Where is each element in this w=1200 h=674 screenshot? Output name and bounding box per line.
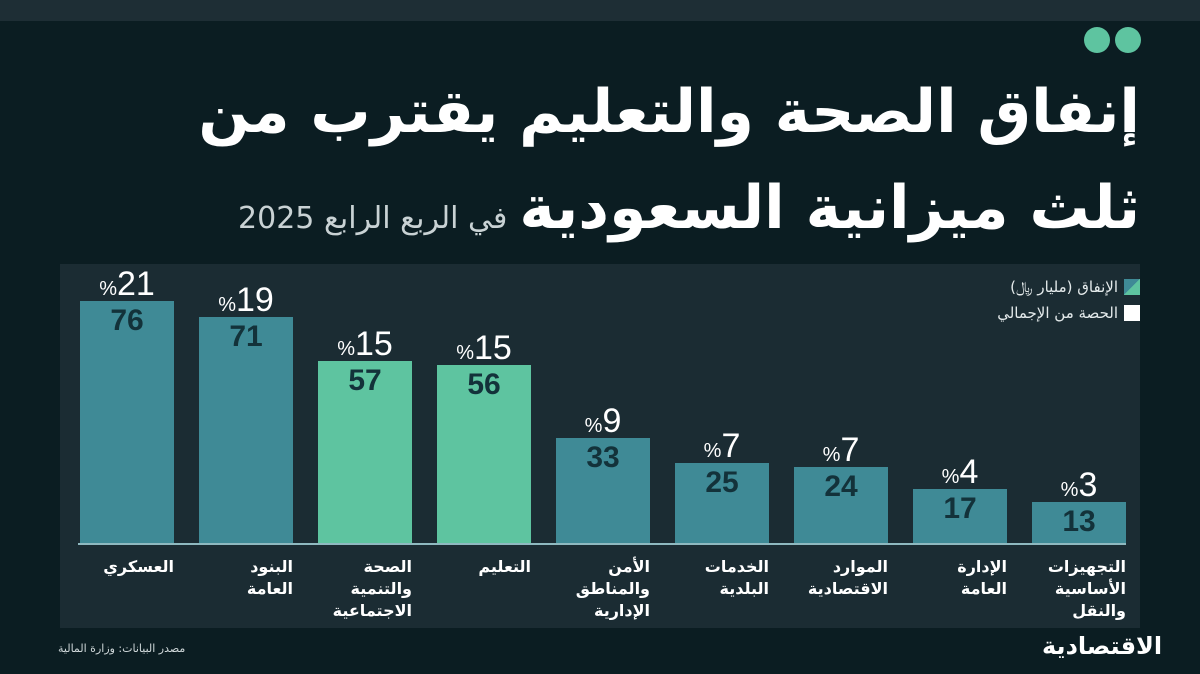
- bar-value: 71: [229, 320, 263, 353]
- bar-value: 57: [348, 364, 382, 397]
- bar: 24: [794, 467, 888, 543]
- title-line-2-text: ثلث ميزانية السعودية: [519, 173, 1141, 243]
- legend-label-share: الحصة من الإجمالي: [997, 304, 1118, 322]
- chart-baseline: [78, 543, 1126, 545]
- percent-value: 21: [116, 265, 155, 303]
- bar-value: 25: [705, 466, 739, 499]
- accent-dots: [1084, 27, 1141, 53]
- percent-value: 7: [840, 431, 860, 469]
- percent-sign: %: [822, 444, 841, 466]
- percent-sign: %: [703, 440, 722, 462]
- percent-sign: %: [218, 294, 236, 316]
- legend-item-share: الحصة من الإجمالي: [997, 300, 1140, 326]
- percent-sign: %: [584, 415, 603, 437]
- bar: 56: [437, 365, 531, 543]
- bar: 57: [318, 361, 412, 543]
- bar: 17: [913, 489, 1007, 543]
- category-label: العسكري: [103, 557, 174, 576]
- category-label: الموارد الاقتصادية: [807, 557, 888, 598]
- bar-percentage: %15: [437, 331, 531, 372]
- category-label: الإدارة العامة: [957, 557, 1007, 598]
- accent-dot-icon: [1115, 27, 1141, 53]
- percent-sign: %: [337, 338, 355, 360]
- percent-value: 4: [959, 453, 979, 491]
- category-label: الخدمات البلدية: [704, 557, 769, 598]
- bar: 13: [1032, 502, 1126, 543]
- percent-sign: %: [1060, 479, 1079, 501]
- category-label: البنود العامة: [246, 557, 293, 598]
- title-line-1: إنفاق الصحة والتعليم يقترب من: [198, 77, 1141, 147]
- top-strip: [0, 0, 1200, 21]
- percent-value: 19: [235, 281, 274, 319]
- percent-value: 7: [721, 427, 741, 465]
- category-label: التعليم: [478, 557, 531, 576]
- brand-logo: الاقتصادية: [1042, 632, 1163, 660]
- percent-value: 15: [354, 325, 393, 363]
- bar-value: 13: [1062, 505, 1096, 538]
- bar-percentage: %15: [318, 327, 412, 368]
- percent-value: 9: [602, 402, 622, 440]
- bar: 33: [556, 438, 650, 543]
- bar-percentage: %4: [913, 455, 1007, 496]
- subtitle: في الربع الرابع 2025: [238, 201, 508, 236]
- accent-dot-icon: [1084, 27, 1110, 53]
- category-label: الأمن والمناطق الإدارية: [575, 557, 650, 620]
- bar: 76: [80, 301, 174, 543]
- percent-sign: %: [941, 466, 960, 488]
- legend-label-spending: الإنفاق (مليار ﷼): [1010, 278, 1118, 296]
- bar-value: 17: [943, 492, 977, 525]
- percent-sign: %: [99, 278, 117, 300]
- legend-swatch-icon: [1124, 305, 1140, 321]
- bar-percentage: %7: [794, 433, 888, 474]
- title-line-2: ثلث ميزانية السعودية في الربع الرابع 2025: [40, 168, 1141, 259]
- percent-value: 3: [1078, 466, 1098, 504]
- category-label: الصحة والتنمية الاجتماعية: [332, 557, 412, 620]
- percent-value: 15: [473, 329, 512, 367]
- bar-percentage: %21: [80, 267, 174, 308]
- bar-percentage: %7: [675, 429, 769, 470]
- bar: 71: [199, 317, 293, 543]
- bar-value: 33: [586, 441, 620, 474]
- percent-sign: %: [456, 342, 474, 364]
- bar-value: 56: [467, 368, 501, 401]
- legend-swatch-icon: [1124, 279, 1140, 295]
- data-source: مصدر البيانات: وزارة المالية: [58, 642, 186, 655]
- bar-percentage: %3: [1032, 468, 1126, 509]
- bar-value: 76: [110, 304, 144, 337]
- bar-percentage: %9: [556, 404, 650, 445]
- bar-percentage: %19: [199, 283, 293, 324]
- legend-item-spending: الإنفاق (مليار ﷼): [997, 274, 1140, 300]
- category-label: التجهيزات الأساسية والنقل: [1047, 557, 1126, 620]
- chart-legend: الإنفاق (مليار ﷼) الحصة من الإجمالي: [997, 274, 1140, 326]
- bar: 25: [675, 463, 769, 543]
- bar-value: 24: [824, 470, 858, 503]
